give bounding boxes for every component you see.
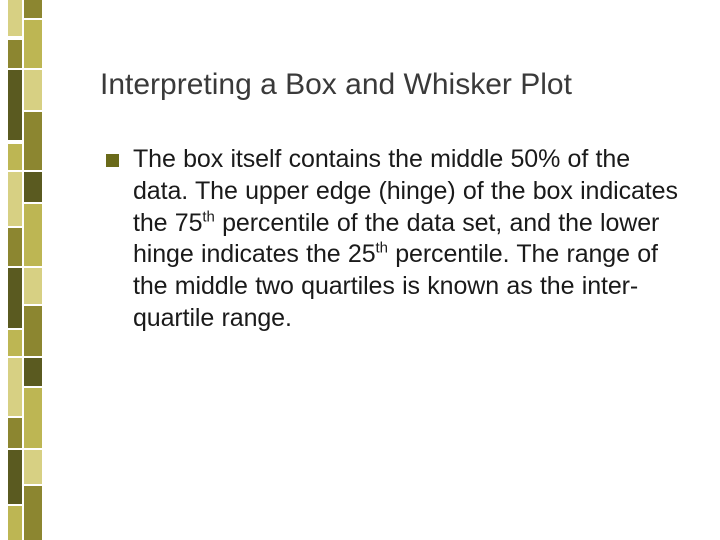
deco-block — [8, 144, 22, 170]
deco-block — [8, 40, 22, 68]
bullet-item: The box itself contains the middle 50% o… — [100, 144, 680, 335]
deco-block — [24, 112, 42, 170]
deco-block — [24, 388, 42, 448]
deco-block — [8, 70, 22, 140]
deco-block — [24, 268, 42, 304]
deco-block — [8, 172, 22, 226]
body-text: The box itself contains the middle 50% o… — [133, 144, 680, 335]
deco-block — [8, 450, 22, 504]
deco-block — [24, 172, 42, 202]
deco-block — [24, 20, 42, 68]
slide-title: Interpreting a Box and Whisker Plot — [100, 68, 680, 102]
deco-block — [24, 70, 42, 110]
deco-block — [24, 306, 42, 356]
deco-block — [8, 228, 22, 266]
deco-block — [8, 418, 22, 448]
bullet-square-icon — [106, 154, 119, 167]
deco-block — [24, 486, 42, 540]
deco-block — [8, 0, 22, 36]
deco-block — [24, 358, 42, 386]
deco-block — [8, 268, 22, 328]
deco-block — [24, 204, 42, 266]
deco-block — [8, 330, 22, 356]
slide-content: Interpreting a Box and Whisker Plot The … — [100, 68, 680, 335]
deco-block — [8, 506, 22, 540]
deco-block — [8, 358, 22, 416]
decorative-strip — [0, 0, 52, 540]
ordinal-suffix-25: th — [376, 240, 388, 257]
deco-block — [24, 450, 42, 484]
ordinal-suffix-75: th — [202, 208, 214, 225]
deco-block — [24, 0, 42, 18]
